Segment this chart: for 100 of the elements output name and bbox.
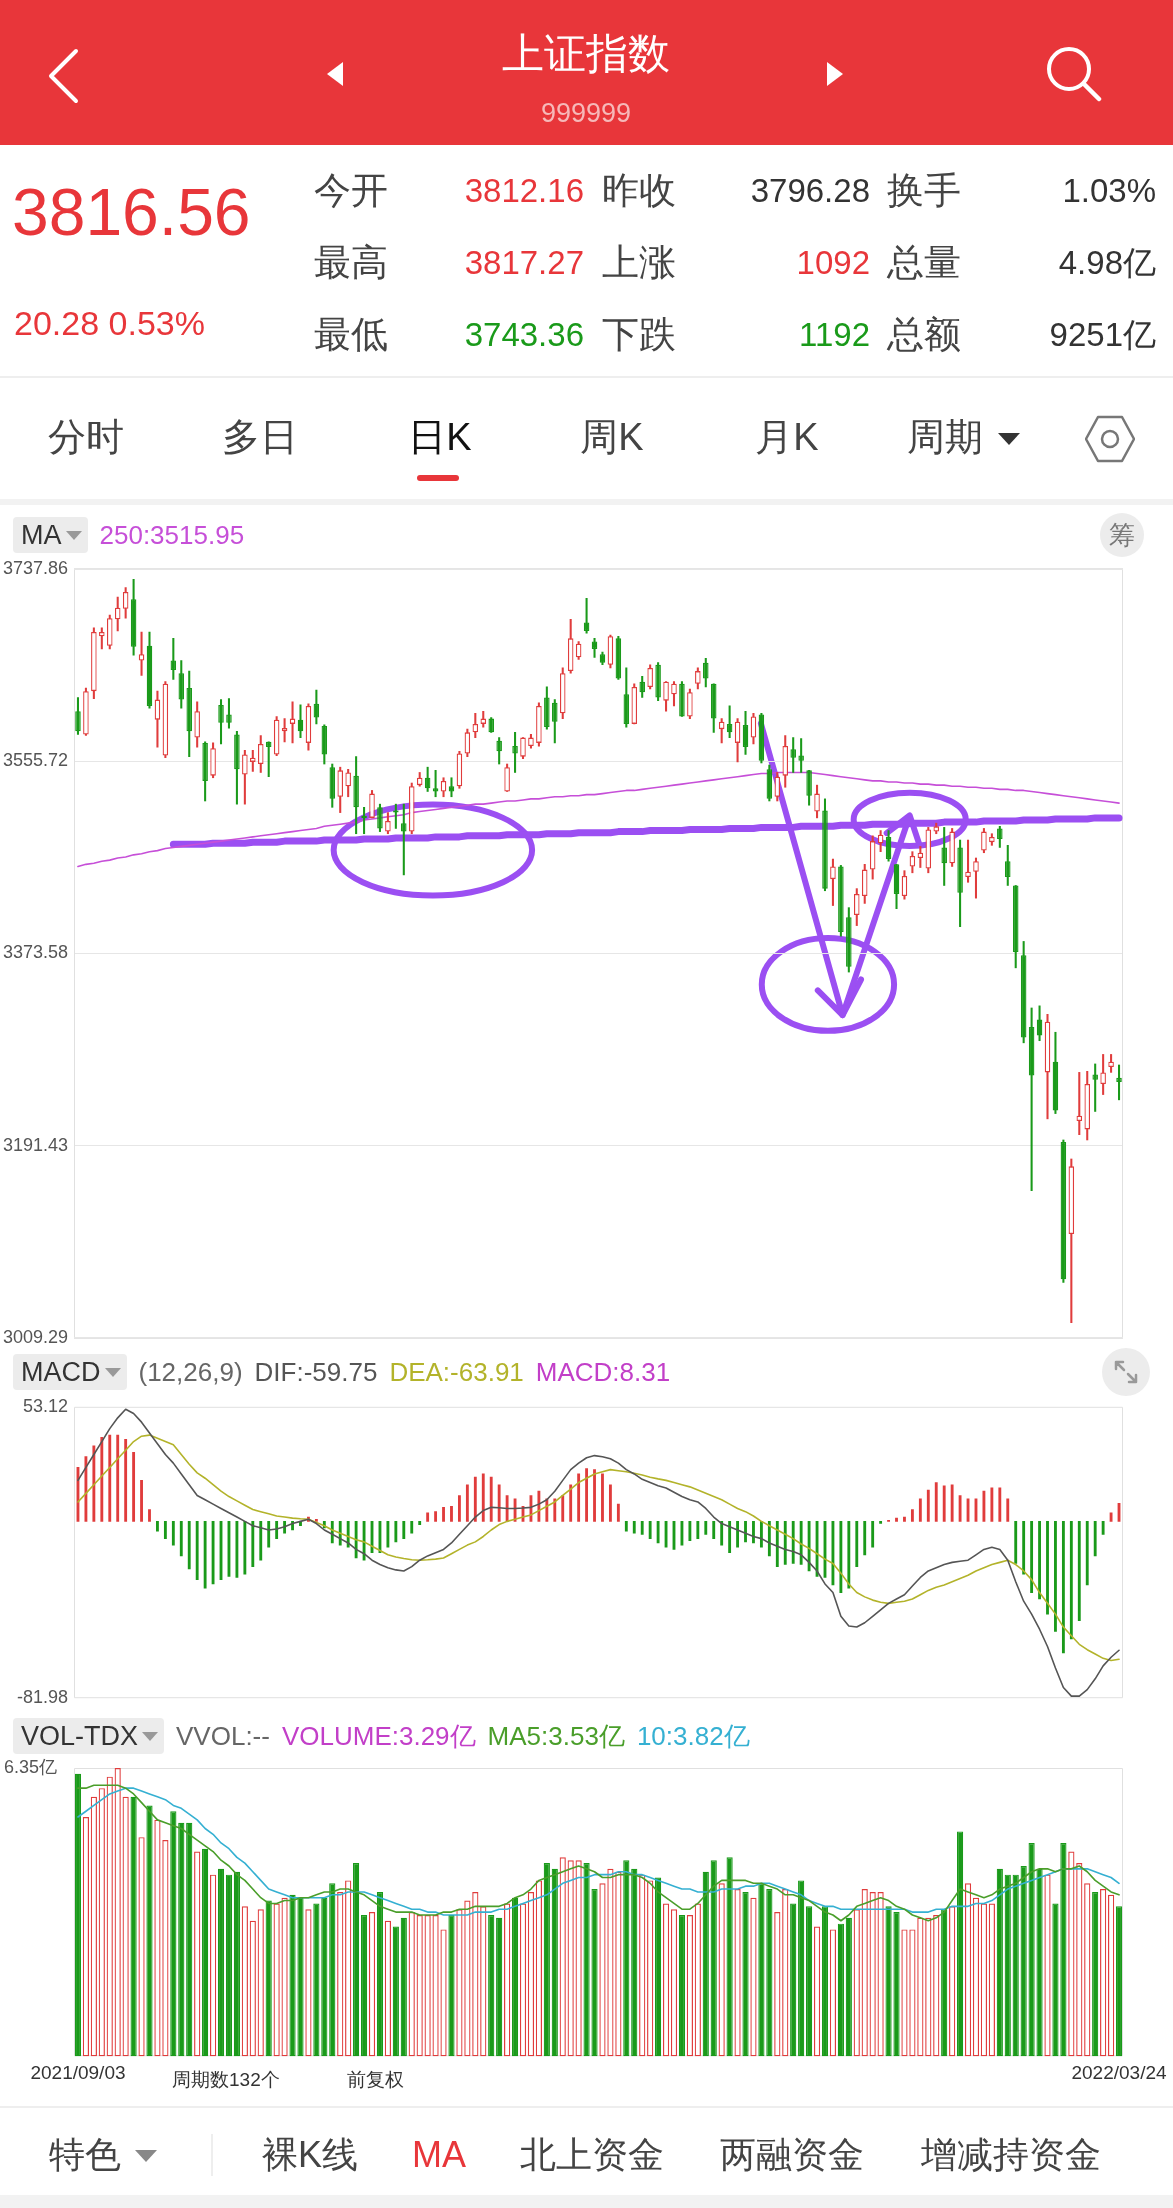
bar	[163, 1521, 167, 1539]
bar	[1038, 1521, 1041, 1600]
text: 1.03%	[1062, 171, 1156, 211]
legend-title: MACD	[21, 1356, 101, 1388]
legend-title: VOL-TDX	[21, 1720, 139, 1752]
bar	[1109, 1512, 1113, 1522]
bar	[847, 1521, 851, 1589]
candlestick	[750, 713, 757, 745]
candlestick	[289, 701, 296, 744]
text: 4.98亿	[1058, 243, 1156, 283]
bar	[616, 1503, 620, 1522]
bar	[473, 1476, 477, 1522]
bar	[1061, 1521, 1065, 1654]
bar	[744, 1521, 747, 1543]
text: VOLUME:3.29亿	[281, 1720, 476, 1752]
candlestick	[297, 704, 304, 738]
text: 两融资金	[720, 2133, 864, 2177]
candlestick	[901, 870, 908, 900]
bar	[704, 1521, 708, 1535]
bar	[720, 1521, 724, 1546]
bar	[418, 1521, 422, 1525]
bar	[601, 1473, 604, 1522]
bar	[1085, 1521, 1089, 1586]
bar	[934, 1482, 938, 1522]
dropdown: MACD	[13, 1354, 127, 1390]
bar	[505, 1495, 509, 1522]
bar	[1077, 1521, 1081, 1621]
text: 上证指数	[502, 28, 670, 79]
bar	[1022, 1521, 1026, 1575]
bar	[195, 1521, 199, 1580]
bar	[92, 1445, 96, 1522]
bar	[942, 1485, 946, 1522]
x-tick-label: 2021/09/03	[30, 2061, 126, 2083]
bar	[116, 1434, 120, 1522]
text: 3743.36	[464, 315, 584, 355]
bar	[791, 1521, 795, 1564]
candlestick	[440, 777, 447, 798]
bar	[251, 1521, 255, 1567]
bar	[688, 1521, 692, 1542]
bar	[458, 1495, 461, 1522]
text: 999999	[540, 96, 632, 130]
candlestick	[146, 631, 153, 709]
text: MA	[412, 2133, 466, 2177]
bar	[450, 1505, 453, 1522]
bar	[998, 1487, 1002, 1522]
bar	[561, 1495, 565, 1522]
text: 周期	[907, 415, 983, 461]
text: 特色	[49, 2133, 121, 2177]
text: 1092	[796, 243, 870, 283]
text: 1192	[799, 315, 870, 355]
bar	[1069, 1521, 1073, 1640]
text: 最低	[314, 312, 388, 357]
bar	[497, 1484, 501, 1522]
bar	[203, 1521, 207, 1589]
bar	[410, 1521, 414, 1534]
text: 250:3515.95	[99, 519, 245, 551]
bar	[267, 1521, 271, 1548]
text: 9251亿	[1049, 315, 1156, 355]
y-tick-label: 3009.29	[2, 1327, 68, 1348]
candlestick	[599, 651, 606, 666]
bar	[895, 1517, 898, 1522]
text: 20.28 0.53%	[14, 302, 205, 344]
legend-title: MA	[21, 519, 62, 551]
y-tick-label: 3191.43	[2, 1134, 68, 1155]
bar	[140, 1480, 143, 1522]
x-tick-label: 2022/03/24	[1071, 2061, 1168, 2083]
bar	[489, 1476, 493, 1522]
text: 日K	[408, 415, 472, 461]
bar	[402, 1521, 406, 1539]
bar	[608, 1484, 612, 1522]
bar	[1030, 1521, 1034, 1593]
bar	[990, 1487, 994, 1522]
bar	[982, 1490, 986, 1522]
text: 10:3.82亿	[636, 1720, 750, 1752]
text: 3812.16	[464, 171, 584, 211]
y-tick-label: 3737.86	[2, 557, 68, 578]
text: 6.35亿	[4, 1757, 58, 1779]
bar	[950, 1484, 954, 1522]
candlestick	[591, 638, 598, 658]
text: 周K	[580, 415, 644, 461]
bar	[1006, 1498, 1010, 1522]
bar	[1054, 1521, 1057, 1632]
bar	[84, 1456, 88, 1522]
bar	[132, 1452, 136, 1522]
bar	[807, 1521, 811, 1572]
bar	[179, 1521, 183, 1557]
text: MA5:3.53亿	[487, 1720, 625, 1752]
bar	[394, 1521, 398, 1543]
bar	[569, 1484, 573, 1522]
bar	[728, 1521, 732, 1553]
bar	[100, 1436, 104, 1522]
text: MACD:8.31	[535, 1356, 671, 1388]
bar	[648, 1521, 652, 1539]
bar	[1093, 1521, 1097, 1557]
bar	[171, 1521, 175, 1546]
bar	[1014, 1521, 1018, 1564]
bar	[585, 1468, 589, 1522]
bar	[211, 1521, 215, 1585]
bar	[434, 1511, 438, 1522]
bar	[910, 1509, 914, 1522]
